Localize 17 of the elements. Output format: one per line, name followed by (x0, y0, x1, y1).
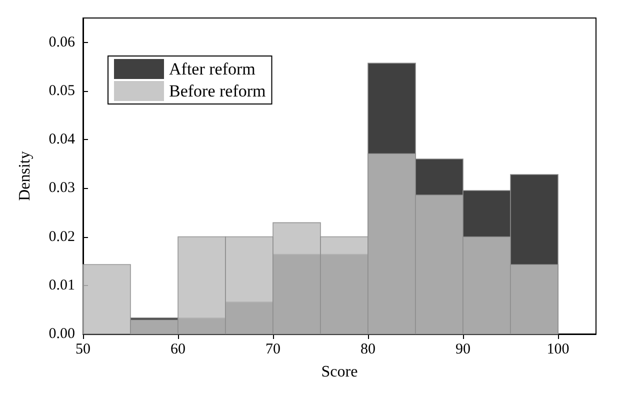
y-tick-label: 0.03 (48, 180, 75, 196)
x-axis-title: Score (321, 364, 358, 380)
x-tick-label: 50 (76, 342, 90, 358)
y-tick-label: 0.02 (48, 228, 75, 245)
y-tick-label: 0.04 (48, 132, 76, 148)
y-tick-label: 0.01 (48, 277, 75, 294)
x-tick-label: 70 (266, 342, 280, 358)
x-tick-label: 80 (360, 342, 376, 358)
x-tick-label: 100 (546, 342, 570, 358)
y-tick-label: 0.06 (48, 34, 76, 50)
legend-label: Before reform (169, 82, 266, 100)
y-tick-label: 0.05 (48, 82, 75, 99)
x-tick-label: 60 (170, 342, 186, 358)
x-tick-label: 90 (456, 342, 470, 358)
y-axis-title: Density (16, 151, 34, 201)
legend-label: After reform (169, 60, 256, 78)
y-tick-label: 0.00 (48, 326, 75, 342)
